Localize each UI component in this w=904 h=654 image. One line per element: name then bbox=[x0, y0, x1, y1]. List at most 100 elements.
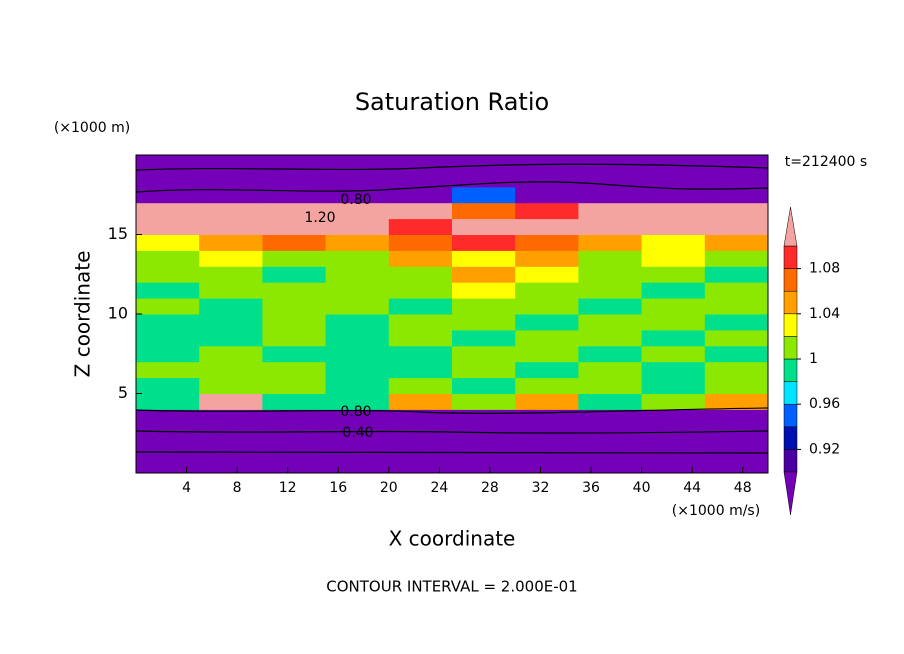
cell bbox=[515, 314, 579, 331]
cell bbox=[262, 170, 327, 188]
cell bbox=[578, 377, 643, 394]
cell bbox=[136, 170, 200, 188]
cell bbox=[515, 155, 579, 172]
cell bbox=[452, 377, 516, 394]
cell bbox=[262, 282, 327, 299]
x-label: X coordinate bbox=[389, 527, 516, 551]
cell bbox=[704, 457, 769, 474]
x-tick-label: 36 bbox=[582, 480, 600, 496]
cell bbox=[641, 170, 706, 188]
x-tick-label: 44 bbox=[683, 480, 701, 496]
cell bbox=[515, 266, 579, 283]
cell bbox=[325, 457, 390, 474]
cell bbox=[262, 234, 327, 251]
cell bbox=[136, 202, 200, 220]
cell bbox=[704, 266, 769, 283]
colorbar-tick-label: 1.08 bbox=[809, 261, 840, 277]
cell bbox=[262, 314, 327, 331]
cell bbox=[578, 234, 643, 251]
cell bbox=[262, 266, 327, 283]
colorbar-bin bbox=[783, 268, 798, 292]
contour-label: 0.40 bbox=[342, 425, 373, 441]
colorbar-extend-high bbox=[783, 206, 798, 247]
cell bbox=[704, 282, 769, 299]
cell bbox=[515, 345, 579, 363]
cell bbox=[452, 234, 516, 251]
cell bbox=[452, 155, 516, 172]
cell bbox=[325, 170, 390, 188]
cell bbox=[704, 409, 769, 426]
cell bbox=[199, 218, 263, 235]
cell bbox=[388, 361, 453, 379]
cell bbox=[452, 345, 516, 363]
cell bbox=[262, 250, 327, 267]
cell bbox=[515, 234, 579, 251]
cell bbox=[578, 218, 643, 235]
cell bbox=[704, 202, 769, 220]
cell bbox=[388, 298, 453, 315]
cell bbox=[641, 266, 706, 283]
cell bbox=[199, 266, 263, 283]
cell bbox=[388, 314, 453, 331]
cell bbox=[136, 266, 200, 283]
cell bbox=[641, 250, 706, 267]
cell bbox=[515, 329, 579, 347]
cell bbox=[199, 155, 263, 172]
cell bbox=[704, 170, 769, 188]
cell bbox=[199, 314, 263, 331]
cell bbox=[136, 282, 200, 299]
x-tick-label: 32 bbox=[532, 480, 550, 496]
cell bbox=[325, 329, 390, 347]
cell bbox=[262, 218, 327, 235]
cell bbox=[199, 425, 263, 442]
cell bbox=[262, 298, 327, 315]
colorbar-tick-label: 1 bbox=[809, 351, 818, 367]
cell bbox=[641, 393, 706, 410]
x-tick-label: 24 bbox=[430, 480, 448, 496]
cell bbox=[704, 441, 769, 458]
cell bbox=[515, 457, 579, 474]
cell bbox=[641, 282, 706, 299]
cell bbox=[199, 298, 263, 315]
cell bbox=[388, 441, 453, 458]
colorbar-bin bbox=[783, 426, 798, 450]
cell bbox=[136, 425, 200, 442]
colorbar-bin bbox=[783, 290, 798, 315]
cell bbox=[199, 186, 263, 204]
cell bbox=[704, 234, 769, 251]
cell bbox=[325, 361, 390, 379]
cell bbox=[641, 441, 706, 458]
cell bbox=[515, 377, 579, 394]
cell bbox=[262, 377, 327, 394]
cell bbox=[262, 202, 327, 220]
cell bbox=[199, 377, 263, 394]
time-label: t=212400 s bbox=[785, 154, 867, 170]
cell bbox=[199, 457, 263, 474]
x-tick-label: 20 bbox=[380, 480, 398, 496]
chart-title: Saturation Ratio bbox=[355, 88, 549, 116]
cell bbox=[641, 377, 706, 394]
cell bbox=[136, 234, 200, 251]
cell bbox=[136, 393, 200, 410]
cell bbox=[515, 186, 579, 204]
cell bbox=[262, 393, 327, 410]
colorbar-bin bbox=[783, 381, 798, 405]
x-tick-label: 8 bbox=[233, 480, 242, 496]
cell bbox=[452, 298, 516, 315]
contour-label: 0.80 bbox=[340, 404, 371, 420]
x-tick-label: 28 bbox=[481, 480, 499, 496]
cell bbox=[388, 377, 453, 394]
cell bbox=[515, 250, 579, 267]
x-tick-label: 16 bbox=[329, 480, 347, 496]
colorbar-tick-label: 0.96 bbox=[809, 396, 840, 412]
y-tick-label: 10 bbox=[108, 304, 128, 323]
cell bbox=[452, 186, 516, 204]
cell bbox=[578, 314, 643, 331]
cell bbox=[388, 329, 453, 347]
cell bbox=[136, 377, 200, 394]
cell bbox=[325, 377, 390, 394]
cell bbox=[515, 441, 579, 458]
cell bbox=[325, 218, 390, 235]
cell bbox=[199, 170, 263, 188]
cell bbox=[452, 441, 516, 458]
